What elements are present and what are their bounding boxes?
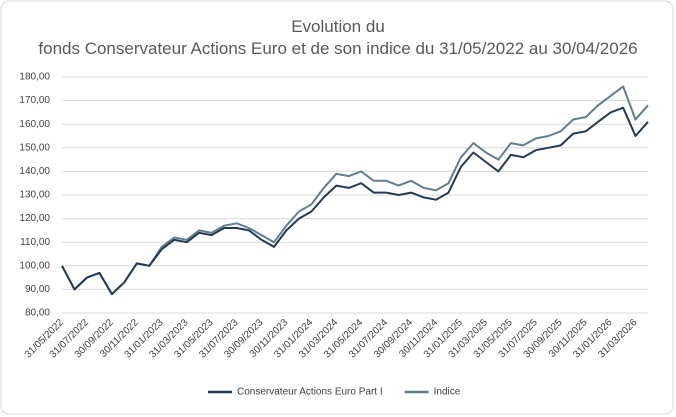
y-tick-label: 150,00	[19, 142, 50, 153]
chart-title: Evolution du fonds Conservateur Actions E…	[38, 17, 637, 58]
y-tick-label: 110,00	[20, 237, 50, 248]
y-tick-label: 170,00	[19, 95, 50, 106]
y-tick-label: 160,00	[19, 119, 50, 130]
series-line	[61, 85, 649, 296]
y-tick-label: 130,00	[19, 190, 50, 201]
y-tick-label: 120,00	[19, 213, 50, 224]
y-tick-label: 180,00	[19, 72, 50, 83]
series-line	[61, 106, 649, 296]
y-tick-label: 90,00	[25, 284, 50, 295]
y-tick-label: 140,00	[19, 166, 50, 177]
y-tick-label: 80,00	[25, 308, 50, 319]
y-tick-label: 100,00	[19, 260, 50, 271]
legend-label: Indice	[434, 387, 461, 398]
legend-label: Conservateur Actions Euro Part I	[237, 387, 383, 398]
